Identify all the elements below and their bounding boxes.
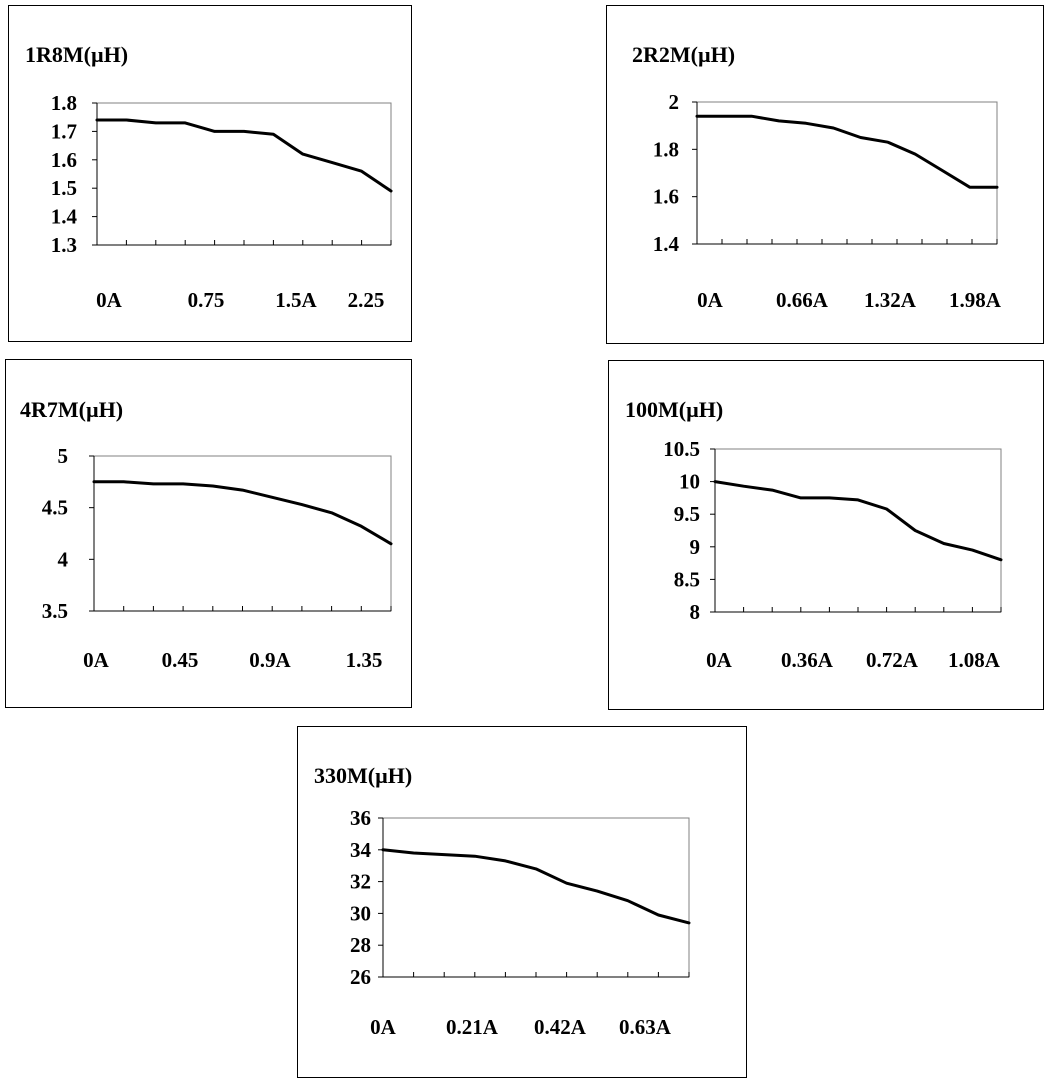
- plot-frame: [96, 102, 392, 246]
- y-tick-label: 32: [350, 870, 371, 894]
- x-tick-label: 0.66A: [776, 288, 829, 312]
- x-tick-label: 0A: [370, 1015, 397, 1039]
- y-tick-label: 1.4: [51, 205, 78, 229]
- x-tick-label: 1.98A: [949, 288, 1002, 312]
- y-tick-label: 1.8: [653, 137, 679, 161]
- x-tick-label: 0.72A: [866, 648, 919, 672]
- plot-frame: [382, 817, 690, 978]
- y-tick-label: 5: [58, 444, 69, 468]
- x-tick-label: 0A: [706, 648, 733, 672]
- y-tick-label: 26: [350, 965, 371, 989]
- chart-2r2m-svg: 2R2M(µH) 2 1.8 1.6 1.4 0A 0.66A 1.32A 1.98A: [632, 42, 1002, 312]
- plot-frame: [696, 101, 998, 245]
- y-tick-label: 1.7: [51, 119, 77, 143]
- plot-frame: [93, 455, 392, 612]
- x-tick-label: 0A: [96, 288, 123, 312]
- series-line-4r7m: [92, 480, 393, 546]
- y-tick-label: 1.4: [653, 232, 680, 256]
- y-tick-label: 8: [690, 600, 701, 624]
- x-tick-label: 1.32A: [864, 288, 917, 312]
- y-tick-label: 1.6: [653, 185, 679, 209]
- series-line-100m: [713, 480, 1003, 562]
- x-tick-label: 0.63A: [619, 1015, 672, 1039]
- chart-panel-2r2m: 2R2M(µH) 2 1.8 1.6 1.4 0A 0.66A 1.32A 1.98A: [606, 5, 1044, 344]
- y-tick-label: 34: [350, 838, 372, 862]
- y-tick-label: 30: [350, 901, 371, 925]
- y-tick-label: 4: [58, 547, 69, 571]
- series-line-330m: [381, 848, 691, 925]
- y-tick-label: 10: [679, 470, 700, 494]
- chart-title-330m: 330M(µH): [314, 763, 412, 788]
- y-tick-label: 2: [669, 90, 680, 114]
- x-tick-label: 0.36A: [781, 648, 834, 672]
- chart-panel-100m: 100M(µH) 10.5 10 9.5 9 8.5 8 0A 0.36A 0.72A 1.08A: [608, 360, 1044, 710]
- chart-330m-svg: 330M(µH) 36 34 32 30 28 26 0A 0.21A 0.42A 0.63A: [314, 763, 691, 1039]
- x-tick-label: 2.25: [348, 288, 385, 312]
- y-tick-label: 10.5: [663, 437, 700, 461]
- chart-100m-svg: 100M(µH) 10.5 10 9.5 9 8.5 80A 0.36A 0.72A 1.08A: [625, 397, 1003, 672]
- x-tick-label: 0A: [697, 288, 724, 312]
- chart-panel-330m: 330M(µH) 36 34 32 30 28 26 0A 0.21A 0.42A 0.63A: [297, 726, 747, 1078]
- chart-1r8m-svg: 1R8M(µH) 1.8 1.7 1.6 1.5 1.4 1.3 0A 0.75 1.5A 2.25: [25, 42, 393, 312]
- x-tick-label: 0.45: [162, 648, 199, 672]
- chart-title-100m: 100M(µH): [625, 397, 723, 422]
- y-tick-label: 36: [350, 806, 371, 830]
- chart-title-1r8m: 1R8M(µH): [25, 42, 128, 67]
- x-tick-label: 0.21A: [446, 1015, 499, 1039]
- y-tick-label: 1.3: [51, 233, 77, 257]
- series-line-1r8m: [95, 118, 393, 193]
- chart-title-2r2m: 2R2M(µH): [632, 42, 735, 67]
- y-tick-label: 4.5: [42, 496, 68, 520]
- plot-frame: [714, 448, 1002, 613]
- chart-4r7m-svg: 4R7M(µH) 5 4.5 4 3.5 0A 0.45 0.9A 1.35: [20, 397, 393, 672]
- x-tick-label: 0.9A: [249, 648, 291, 672]
- x-tick-label: 0.42A: [534, 1015, 587, 1039]
- series-line-2r2m: [695, 114, 999, 189]
- x-tick-label: 0A: [83, 648, 110, 672]
- y-tick-label: 28: [350, 933, 371, 957]
- x-tick-label: 1.35: [346, 648, 383, 672]
- y-tick-label: 3.5: [42, 599, 68, 623]
- y-tick-label: 1.8: [51, 91, 77, 115]
- x-tick-label: 1.08A: [948, 648, 1001, 672]
- chart-panel-4r7m: 4R7M(µH) 5 4.5 4 3.5 0A 0.45 0.9A 1.35: [5, 359, 412, 708]
- y-tick-label: 9.5: [674, 502, 700, 526]
- y-tick-label: 8.5: [674, 567, 700, 591]
- x-tick-label: 1.5A: [275, 288, 317, 312]
- y-tick-label: 1.6: [51, 148, 77, 172]
- chart-title-4r7m: 4R7M(µH): [20, 397, 123, 422]
- x-tick-label: 0.75: [188, 288, 225, 312]
- chart-panel-1r8m: 1R8M(µH) 1.8 1.7 1.6 1.5 1.4 1.3 0A 0.75 1.5A 2.25: [8, 5, 412, 342]
- y-tick-label: 9: [690, 535, 701, 559]
- y-tick-label: 1.5: [51, 176, 77, 200]
